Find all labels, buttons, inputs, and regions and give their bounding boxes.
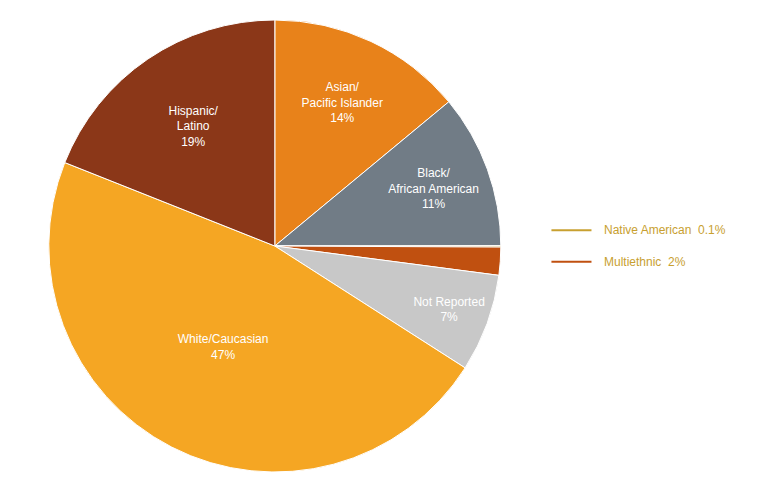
svg-text:Multiethnic 2%: Multiethnic 2%	[604, 255, 686, 269]
svg-text:Black/African American11%: Black/African American11%	[388, 166, 479, 211]
svg-text:White/Caucasian47%: White/Caucasian47%	[178, 332, 269, 362]
svg-text:Not Reported7%: Not Reported7%	[413, 295, 484, 325]
svg-text:Native American 0.1%: Native American 0.1%	[604, 223, 726, 237]
svg-text:Asian/Pacific Islander14%: Asian/Pacific Islander14%	[302, 80, 383, 125]
svg-text:Hispanic/Latino19%: Hispanic/Latino19%	[169, 104, 219, 149]
